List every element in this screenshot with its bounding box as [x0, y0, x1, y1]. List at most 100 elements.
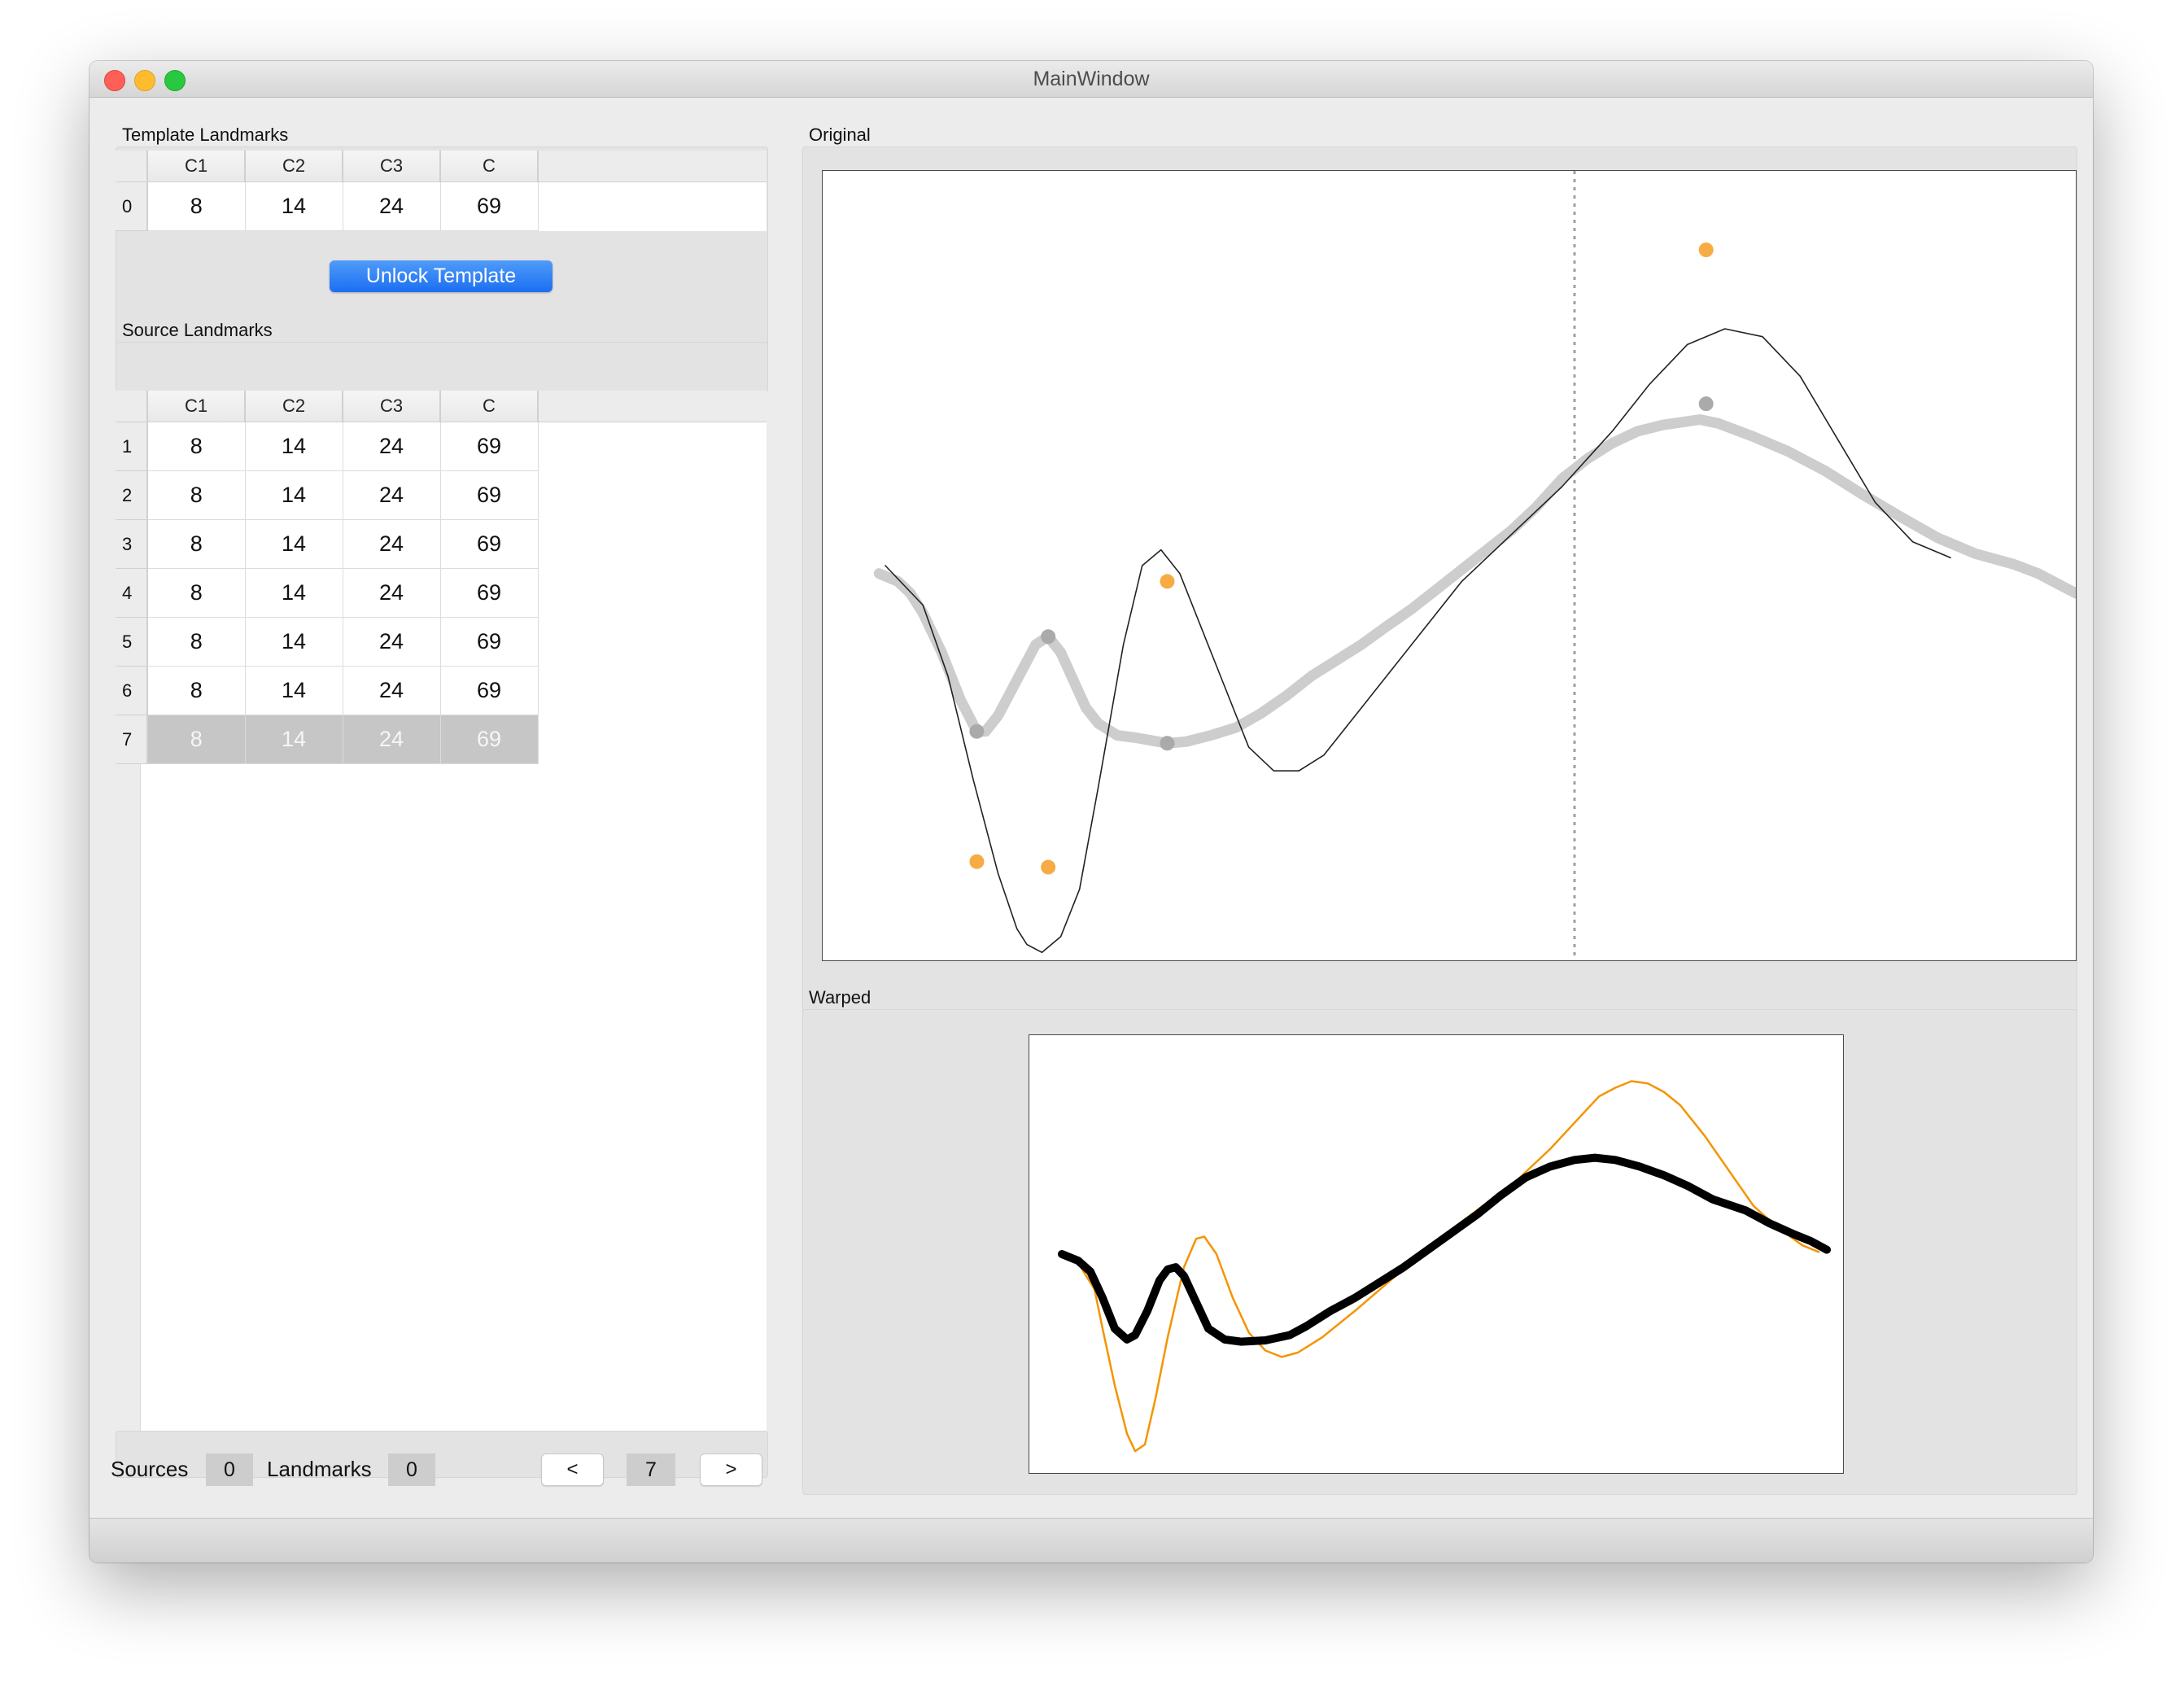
table-corner[interactable]: [116, 151, 148, 182]
table-row[interactable]: 5 8 14 24 69: [116, 617, 767, 667]
column-header-c2[interactable]: C2: [245, 151, 343, 182]
zoom-window-button[interactable]: [164, 70, 186, 91]
table-row[interactable]: 2 8 14 24 69: [116, 470, 767, 520]
row-header[interactable]: 0: [116, 181, 148, 231]
window-title: MainWindow: [1033, 68, 1150, 90]
column-header-c[interactable]: C: [440, 391, 539, 422]
table-cell[interactable]: 14: [245, 617, 343, 667]
header-filler: [538, 391, 767, 422]
row-filler: [538, 181, 767, 231]
table-cell[interactable]: 8: [147, 422, 246, 471]
landmarks-count: 0: [388, 1454, 435, 1486]
status-bar: [90, 1518, 2093, 1563]
table-cell[interactable]: 69: [440, 715, 539, 764]
template-landmark-point: [1160, 736, 1175, 751]
row-header[interactable]: 1: [116, 422, 148, 471]
row-filler: [538, 569, 767, 618]
table-cell[interactable]: 69: [440, 422, 539, 471]
warped-plot-canvas[interactable]: [1029, 1034, 1844, 1474]
row-filler: [538, 715, 767, 764]
table-cell[interactable]: 14: [245, 666, 343, 715]
title-bar[interactable]: MainWindow: [90, 61, 2093, 98]
table-row[interactable]: 6 8 14 24 69: [116, 666, 767, 715]
table-cell[interactable]: 14: [245, 470, 343, 520]
table-cell[interactable]: 24: [343, 181, 441, 231]
table-cell[interactable]: 14: [245, 519, 343, 569]
warped-plot-label: Warped: [809, 987, 871, 1008]
table-cell[interactable]: 69: [440, 181, 539, 231]
table-row[interactable]: 3 8 14 24 69: [116, 519, 767, 569]
source-landmarks-table[interactable]: C1 C2 C3 C 1 8 14 24 69 2 8 14 24 69: [116, 391, 767, 764]
table-cell[interactable]: 8: [147, 617, 246, 667]
minimize-window-button[interactable]: [134, 70, 155, 91]
column-header-c2[interactable]: C2: [245, 391, 343, 422]
sources-label: Sources: [111, 1457, 189, 1481]
table-cell[interactable]: 69: [440, 519, 539, 569]
table-row-selected[interactable]: 7 8 14 24 69: [116, 715, 767, 764]
template-landmark-point: [969, 723, 985, 739]
row-header[interactable]: 5: [116, 617, 148, 667]
row-filler: [538, 471, 767, 520]
current-index: 7: [627, 1454, 675, 1486]
original-plot-label: Original: [809, 125, 871, 145]
table-cell[interactable]: 14: [245, 568, 343, 618]
source-landmark-point: [1041, 859, 1056, 875]
template-landmarks-table[interactable]: C1 C2 C3 C 0 8 14 24 69: [116, 151, 767, 231]
next-button[interactable]: >: [700, 1454, 762, 1486]
table-cell[interactable]: 8: [147, 519, 246, 569]
table-cell[interactable]: 24: [343, 715, 441, 764]
source-landmarks-toolbar: [116, 342, 768, 392]
source-curve: [885, 328, 1951, 954]
table-cell[interactable]: 69: [440, 617, 539, 667]
main-window: MainWindow Template Landmarks C1 C2 C3 C…: [90, 61, 2093, 1563]
table-cell[interactable]: 24: [343, 519, 441, 569]
close-window-button[interactable]: [104, 70, 125, 91]
table-cell[interactable]: 14: [245, 181, 343, 231]
warped_template-curve: [1058, 1153, 1831, 1346]
source-landmark-point: [1160, 574, 1175, 589]
row-header[interactable]: 3: [116, 519, 148, 569]
table-row[interactable]: 0 8 14 24 69: [116, 181, 767, 231]
row-filler: [538, 667, 767, 715]
table-cell[interactable]: 24: [343, 422, 441, 471]
table-cell[interactable]: 14: [245, 422, 343, 471]
column-header-c1[interactable]: C1: [147, 391, 246, 422]
table-cell[interactable]: 8: [147, 568, 246, 618]
table-cell[interactable]: 8: [147, 181, 246, 231]
table-cell[interactable]: 69: [440, 470, 539, 520]
row-header[interactable]: 4: [116, 568, 148, 618]
table-cell[interactable]: 24: [343, 470, 441, 520]
table-cell[interactable]: 8: [147, 666, 246, 715]
warped_source-curve: [1060, 1080, 1820, 1453]
table-row[interactable]: 4 8 14 24 69: [116, 568, 767, 618]
template-landmark-point: [1041, 629, 1056, 645]
original-plot-svg[interactable]: [823, 171, 2076, 960]
column-header-c[interactable]: C: [440, 151, 539, 182]
table-cell[interactable]: 24: [343, 617, 441, 667]
table-cell[interactable]: 24: [343, 568, 441, 618]
header-filler: [538, 151, 767, 182]
row-filler: [538, 422, 767, 471]
table-row[interactable]: 1 8 14 24 69: [116, 422, 767, 471]
template-landmark-point: [1698, 396, 1714, 412]
previous-button[interactable]: <: [541, 1454, 604, 1486]
table-cell[interactable]: 69: [440, 666, 539, 715]
column-header-c3[interactable]: C3: [343, 391, 441, 422]
unlock-template-button[interactable]: Unlock Template: [330, 260, 553, 292]
table-cell[interactable]: 14: [245, 715, 343, 764]
row-header[interactable]: 6: [116, 666, 148, 715]
row-header[interactable]: 2: [116, 470, 148, 520]
landmarks-label: Landmarks: [267, 1457, 372, 1481]
table-cell[interactable]: 8: [147, 715, 246, 764]
table-cell[interactable]: 8: [147, 470, 246, 520]
warped-plot-svg[interactable]: [1029, 1035, 1843, 1473]
row-filler: [538, 520, 767, 569]
table-cell[interactable]: 24: [343, 666, 441, 715]
table-cell[interactable]: 69: [440, 568, 539, 618]
sources-count: 0: [206, 1454, 253, 1486]
column-header-c3[interactable]: C3: [343, 151, 441, 182]
column-header-c1[interactable]: C1: [147, 151, 246, 182]
table-corner[interactable]: [116, 391, 148, 422]
original-plot-canvas[interactable]: [822, 170, 2077, 961]
row-header[interactable]: 7: [116, 715, 148, 764]
